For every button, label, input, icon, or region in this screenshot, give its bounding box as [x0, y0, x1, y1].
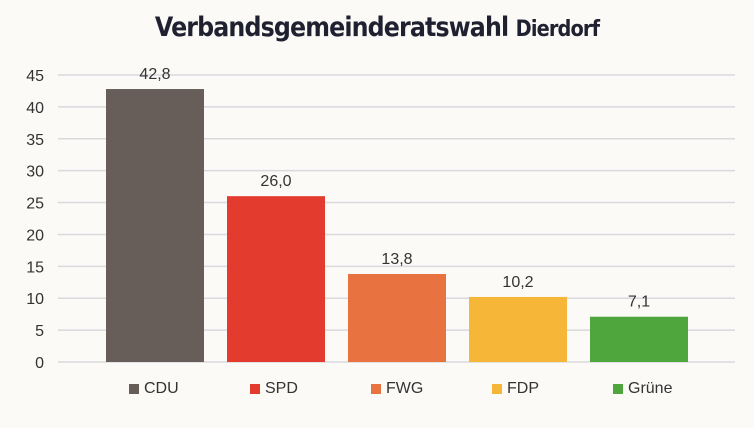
- legend-item: CDU: [129, 380, 179, 398]
- y-tick-label: 25: [26, 196, 44, 213]
- legend-swatch: [129, 384, 139, 394]
- legend-label: FDP: [507, 380, 539, 397]
- data-label: 42,8: [139, 66, 170, 83]
- y-tick-label: 35: [26, 132, 44, 149]
- y-tick-label: 40: [26, 100, 44, 117]
- y-tick-label: 10: [26, 291, 44, 308]
- data-label: 7,1: [628, 294, 650, 311]
- y-tick-label: 15: [26, 259, 44, 276]
- bar-fdp: [469, 296, 567, 362]
- bar-fwg: [348, 273, 446, 362]
- bar-grüne: [590, 316, 688, 362]
- legend-swatch: [613, 384, 623, 394]
- chart-title: Verbandsgemeinderatswahl Dierdorf: [154, 12, 600, 43]
- legend-label: SPD: [265, 380, 298, 397]
- legend-swatch: [371, 384, 381, 394]
- y-tick-label: 0: [35, 355, 44, 372]
- legend-item: SPD: [250, 380, 298, 398]
- legend-label: FWG: [386, 380, 424, 397]
- bar-spd: [227, 196, 325, 362]
- legend-swatch: [492, 384, 502, 394]
- bar-cdu: [106, 89, 204, 362]
- legend-label: Grüne: [628, 380, 673, 397]
- data-label: 13,8: [381, 251, 412, 268]
- legend-item: FDP: [492, 380, 539, 398]
- data-label: 10,2: [502, 274, 533, 291]
- y-tick-label: 20: [26, 227, 44, 244]
- data-label: 26,0: [260, 173, 291, 190]
- legend-swatch: [250, 384, 260, 394]
- legend-item: Grüne: [613, 380, 672, 398]
- y-tick-label: 5: [35, 323, 44, 340]
- y-tick-label: 30: [26, 164, 44, 181]
- legend-label: CDU: [144, 380, 179, 397]
- legend-item: FWG: [371, 380, 423, 398]
- y-tick-label: 45: [26, 68, 44, 85]
